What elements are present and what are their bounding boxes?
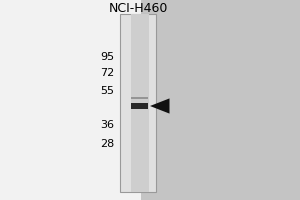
Text: NCI-H460: NCI-H460 <box>108 2 168 16</box>
Polygon shape <box>150 98 170 114</box>
FancyBboxPatch shape <box>120 14 156 192</box>
Text: 55: 55 <box>100 86 114 96</box>
Text: 95: 95 <box>100 52 114 62</box>
Text: 72: 72 <box>100 68 114 78</box>
Text: 36: 36 <box>100 120 114 130</box>
Text: 28: 28 <box>100 139 114 149</box>
FancyBboxPatch shape <box>0 0 141 200</box>
FancyBboxPatch shape <box>130 14 148 192</box>
FancyBboxPatch shape <box>131 97 148 99</box>
FancyBboxPatch shape <box>141 0 300 200</box>
FancyBboxPatch shape <box>131 103 148 109</box>
